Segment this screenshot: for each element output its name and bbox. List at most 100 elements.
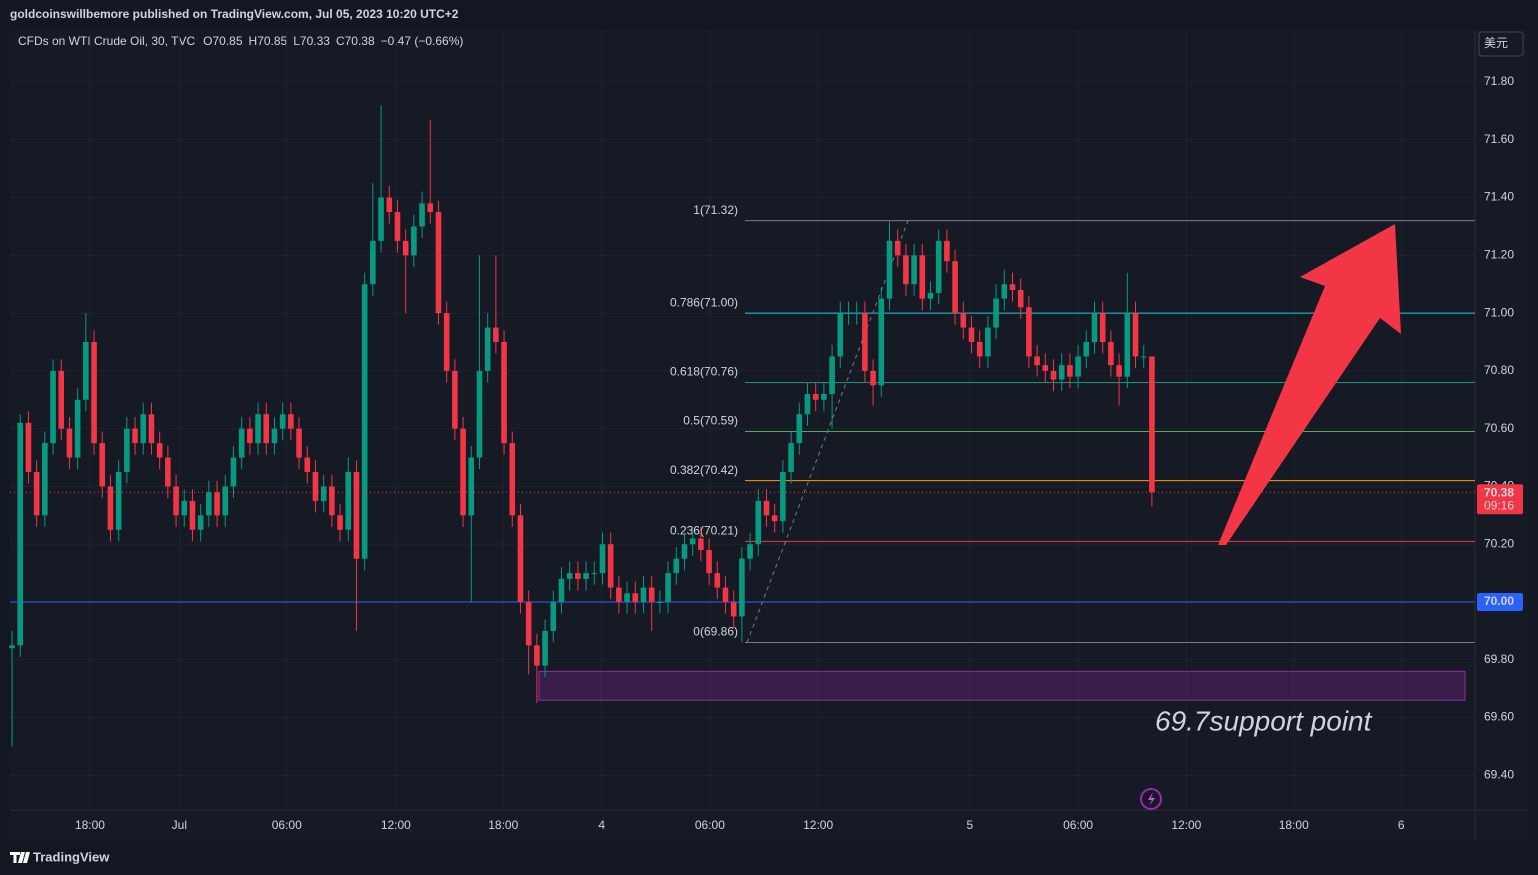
candle-body <box>214 492 220 516</box>
header: goldcoinswillbemore published on Trading… <box>10 7 459 21</box>
candle-body <box>411 226 417 256</box>
y-tick-label: 71.80 <box>1484 74 1514 88</box>
candle-body <box>58 370 65 429</box>
candle-body <box>42 443 48 516</box>
candle-body <box>870 370 876 386</box>
candle-body <box>370 240 376 285</box>
candle-body <box>730 602 737 617</box>
candle-body <box>1026 307 1032 357</box>
currency-button[interactable] <box>1478 31 1524 57</box>
y-tick-label: 71.60 <box>1484 132 1514 146</box>
fib-label: 0.618(70.76) <box>670 365 738 379</box>
candle-body <box>845 313 852 315</box>
event-bolt <box>1148 792 1155 806</box>
y-tick-label: 69.40 <box>1484 768 1514 782</box>
candle-body <box>460 428 466 516</box>
candle-body <box>288 414 294 429</box>
legend: CFDs on WTI Crude Oil, 30, TVC O70.85 H70.… <box>18 34 463 48</box>
candle-body <box>706 550 712 574</box>
candle-body <box>353 472 360 559</box>
x-tick-label: Jul <box>172 818 187 832</box>
y-tick-label: 70.60 <box>1484 421 1514 435</box>
candle-body <box>689 538 696 545</box>
candle-body <box>124 428 130 472</box>
legend-value: O70.85 <box>203 34 243 48</box>
arrow <box>1218 224 1401 545</box>
candle-body <box>796 414 803 444</box>
candle-body <box>509 443 516 516</box>
candle-body <box>238 428 245 458</box>
candle-body <box>173 486 179 516</box>
candle-body <box>804 394 811 415</box>
candle-body <box>1009 284 1016 290</box>
candle-body <box>394 212 401 241</box>
candle-body <box>476 370 483 458</box>
candle-body <box>575 573 581 579</box>
candle-body <box>165 457 171 487</box>
price-tag <box>1477 484 1523 515</box>
candle-body <box>1083 342 1090 357</box>
candle-body <box>443 313 450 371</box>
candle-body <box>780 472 786 522</box>
candle-body <box>156 443 163 458</box>
candle-body <box>402 240 409 256</box>
candle-body <box>599 544 606 574</box>
candle-body <box>944 240 950 262</box>
annotation: 69.7support point <box>1155 705 1373 736</box>
level-tag-label: 70.00 <box>1484 594 1514 608</box>
candle-body <box>66 428 73 458</box>
candle-body <box>624 593 630 602</box>
candle-body <box>345 472 352 530</box>
candle-body <box>993 298 999 328</box>
candle-body <box>296 428 302 458</box>
candle-body <box>222 486 229 516</box>
candle-body <box>1132 313 1139 357</box>
candle-body <box>862 313 868 371</box>
x-tick-label: 4 <box>598 818 605 832</box>
candle-body <box>1017 290 1024 308</box>
candle-body <box>525 602 532 646</box>
x-tick-label: 12:00 <box>803 818 833 832</box>
candle-body <box>591 573 598 575</box>
candle-body <box>821 394 827 400</box>
candle-body <box>74 399 81 458</box>
candle-body <box>927 292 934 299</box>
candle-body <box>501 342 507 444</box>
candle-body <box>247 428 253 444</box>
candle-body <box>361 284 368 559</box>
candle-body <box>1042 365 1049 371</box>
candle-body <box>304 457 311 472</box>
candle-body <box>747 544 753 559</box>
candle-body <box>673 558 680 574</box>
legend-value: H70.85 <box>249 34 288 48</box>
candle-body <box>33 472 40 516</box>
candle-body <box>83 342 89 400</box>
candle-body <box>698 538 704 550</box>
currency-label[interactable]: 美元 <box>1484 36 1508 50</box>
candle-body <box>1116 365 1122 377</box>
y-tick-label: 70.20 <box>1484 536 1514 550</box>
fib-label: 0.5(70.59) <box>683 414 738 428</box>
candle-body <box>952 261 958 314</box>
candle-body <box>1050 370 1057 380</box>
candle-body <box>968 327 975 342</box>
candle-body <box>435 212 442 314</box>
event-icon[interactable] <box>1140 788 1162 810</box>
y-tick-label: 71.00 <box>1484 305 1514 319</box>
candle-body <box>829 356 835 394</box>
candle-body <box>99 443 106 487</box>
candle-body <box>1099 313 1106 342</box>
candle-body <box>714 573 721 588</box>
candle-body <box>337 515 343 530</box>
candle-body <box>935 240 942 293</box>
x-tick-label: 18:00 <box>488 818 518 832</box>
candle-body <box>1091 313 1098 342</box>
candle-body <box>1001 284 1008 299</box>
candle-body <box>148 414 155 444</box>
candle-body <box>493 327 499 342</box>
candle-body <box>263 414 270 444</box>
y-tick-label: 71.40 <box>1484 190 1514 204</box>
candle-body <box>911 255 917 285</box>
candle-body <box>1108 342 1114 366</box>
